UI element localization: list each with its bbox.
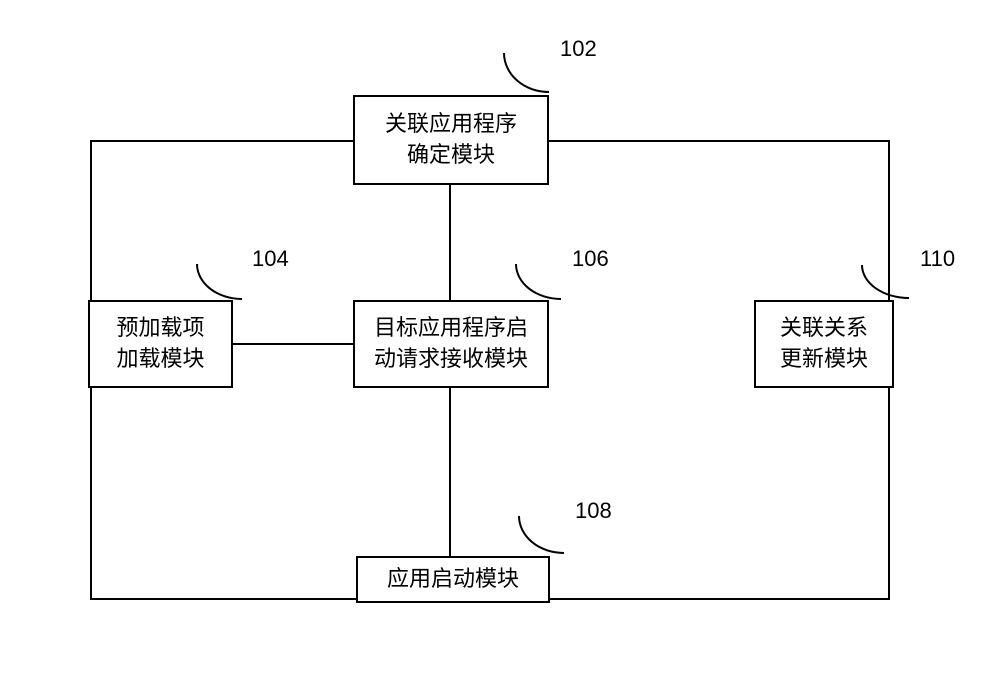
node-n104: 预加载项加载模块: [88, 300, 233, 388]
ref-label-n104: 104: [252, 246, 289, 272]
edge-0: [449, 185, 451, 300]
node-label: 目标应用程序启动请求接收模块: [374, 313, 528, 375]
ref-label-n102: 102: [560, 36, 597, 62]
node-label: 应用启动模块: [387, 564, 519, 595]
node-label: 预加载项加载模块: [116, 313, 204, 375]
ref-label-n106: 106: [572, 246, 609, 272]
node-label: 关联应用程序确定模块: [385, 109, 517, 171]
node-n108: 应用启动模块: [356, 556, 550, 603]
diagram-canvas: 关联应用程序确定模块 102 预加载项加载模块 104 目标应用程序启动请求接收模块 10…: [0, 0, 1000, 680]
node-n110: 关联关系更新模块: [754, 300, 894, 388]
node-label: 关联关系更新模块: [780, 313, 868, 375]
edge-2: [233, 343, 353, 345]
ref-curve-0: [503, 53, 549, 93]
node-n106: 目标应用程序启动请求接收模块: [353, 300, 549, 388]
edge-1: [449, 388, 451, 556]
node-n102: 关联应用程序确定模块: [353, 95, 549, 185]
ref-label-n108: 108: [575, 498, 612, 524]
ref-label-n110: 110: [920, 246, 955, 272]
